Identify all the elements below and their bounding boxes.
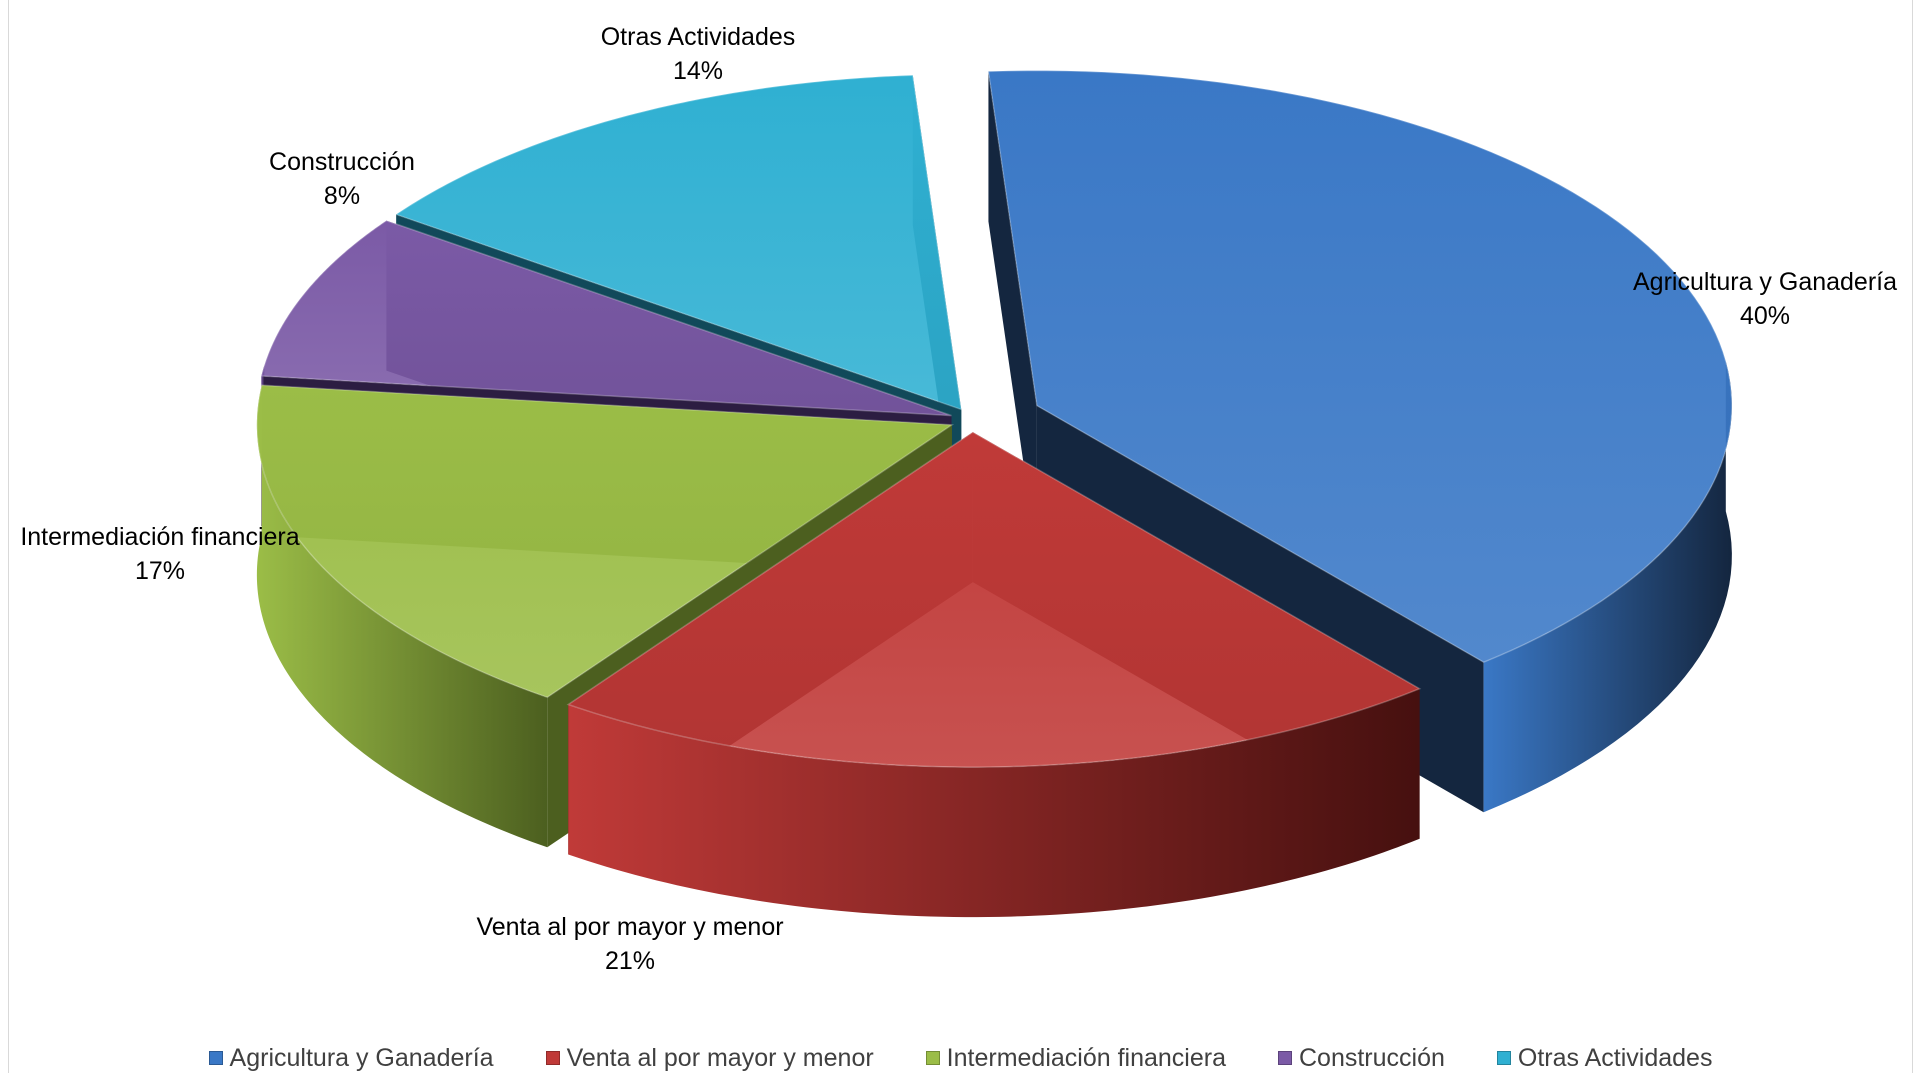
- slice-rim: [1483, 361, 1732, 813]
- legend-item: Intermediación financiera: [925, 1043, 1226, 1073]
- slice-rim: [568, 688, 1420, 918]
- slice-rim: [256, 385, 548, 848]
- data-label-category: Construcción: [269, 148, 415, 176]
- data-label-percent: 14%: [673, 57, 723, 85]
- chart-frame: [8, 0, 1913, 1073]
- legend-label: Intermediación financiera: [946, 1043, 1226, 1072]
- legend-swatch: [208, 1051, 223, 1065]
- pie-slice-construcci-n: [260, 219, 952, 417]
- pie-slice-otras-actividades: [394, 74, 963, 411]
- data-label-category: Intermediación financiera: [20, 523, 299, 551]
- legend-swatch: [1496, 1051, 1511, 1065]
- pie-slice-agricultura-y-ganader-a: [987, 69, 1733, 664]
- legend-swatch: [1278, 1051, 1292, 1065]
- pie-tops: [256, 69, 1733, 768]
- pie-slice-intermediaci-n-financiera: [256, 384, 955, 699]
- data-label-percent: 21%: [605, 947, 655, 975]
- data-label-category: Venta al por mayor y menor: [476, 913, 783, 941]
- legend-label: Otras Actividades: [1517, 1043, 1713, 1072]
- legend: Agricultura y Ganadería Venta al por mayo…: [0, 1042, 1921, 1074]
- data-label-category: Otras Actividades: [601, 23, 796, 51]
- legend-item: Otras Actividades: [1496, 1043, 1713, 1073]
- legend-item: Construcción: [1278, 1044, 1445, 1073]
- slice-wall: [988, 71, 1037, 556]
- pie-slice-venta-al-por-mayor-y-menor: [566, 431, 1422, 768]
- legend-swatch: [545, 1051, 560, 1065]
- legend-item: Venta al por mayor y menor: [545, 1043, 874, 1073]
- legend-label: Construcción: [1299, 1043, 1445, 1072]
- data-label-category: Agricultura y Ganadería: [1633, 268, 1897, 296]
- data-label-percent: 40%: [1740, 302, 1790, 330]
- data-label-percent: 8%: [324, 182, 360, 210]
- legend-label: Agricultura y Ganadería: [229, 1043, 494, 1072]
- legend-label: Venta al por mayor y menor: [566, 1043, 874, 1072]
- data-label-percent: 17%: [135, 557, 185, 585]
- legend-swatch: [925, 1051, 940, 1065]
- legend-item: Agricultura y Ganadería: [208, 1043, 494, 1073]
